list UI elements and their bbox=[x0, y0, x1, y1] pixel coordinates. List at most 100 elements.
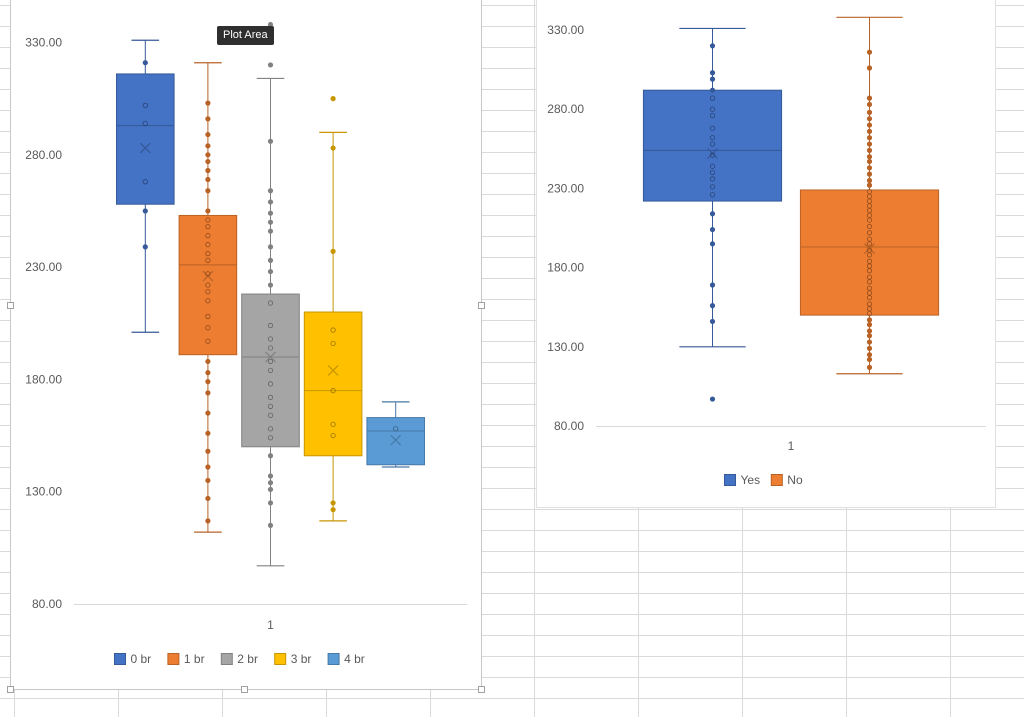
box-4-br bbox=[366, 401, 425, 468]
data-point bbox=[866, 177, 873, 184]
data-point bbox=[205, 410, 211, 416]
data-point bbox=[866, 241, 873, 247]
data-point bbox=[709, 112, 716, 119]
data-point bbox=[205, 271, 211, 277]
legend-label: 0 br bbox=[131, 652, 152, 666]
data-point bbox=[205, 464, 211, 470]
data-point bbox=[205, 313, 211, 320]
data-point bbox=[709, 282, 716, 288]
data-point bbox=[205, 448, 211, 454]
resize-handle-right[interactable] bbox=[478, 302, 485, 309]
box-body bbox=[303, 311, 363, 457]
data-point bbox=[205, 298, 211, 304]
data-point bbox=[205, 131, 211, 138]
box-1-br bbox=[178, 62, 238, 533]
data-point bbox=[205, 518, 211, 524]
data-point bbox=[267, 188, 274, 194]
data-point bbox=[205, 143, 211, 149]
data-point bbox=[267, 367, 274, 374]
legend-item-no: No bbox=[770, 473, 803, 487]
data-point bbox=[267, 219, 274, 225]
data-point bbox=[866, 364, 873, 370]
plot-area-tooltip: Plot Area bbox=[217, 26, 274, 45]
data-point bbox=[330, 432, 336, 439]
data-point bbox=[142, 244, 148, 250]
resize-handle-bottom-left[interactable] bbox=[7, 686, 14, 693]
data-point bbox=[330, 96, 336, 102]
data-point bbox=[709, 211, 716, 217]
data-point bbox=[205, 379, 211, 385]
data-point bbox=[205, 176, 211, 183]
legend-label: 1 br bbox=[184, 652, 205, 666]
data-point bbox=[267, 300, 274, 306]
data-point bbox=[267, 453, 274, 459]
data-point bbox=[142, 208, 148, 214]
resize-handle-left[interactable] bbox=[7, 302, 14, 309]
data-point bbox=[709, 303, 716, 309]
legend-label: No bbox=[787, 473, 803, 487]
data-point bbox=[205, 100, 211, 106]
legend-item-3-br: 3 br bbox=[274, 652, 311, 666]
y-tick-label: 180.00 bbox=[547, 261, 584, 275]
y-tick-label: 130.00 bbox=[547, 340, 584, 354]
y-tick-label: 180.00 bbox=[25, 372, 62, 386]
data-point bbox=[267, 381, 274, 387]
data-point bbox=[709, 163, 716, 169]
legend-item-4-br: 4 br bbox=[327, 652, 365, 666]
box-2-br bbox=[241, 21, 300, 567]
data-point bbox=[267, 426, 274, 432]
data-point bbox=[267, 282, 274, 288]
data-point bbox=[267, 486, 274, 493]
data-point bbox=[866, 345, 873, 351]
data-point bbox=[866, 135, 873, 141]
box-body bbox=[366, 417, 425, 466]
y-tick-label: 280.00 bbox=[25, 148, 62, 162]
data-point bbox=[866, 279, 873, 285]
data-point bbox=[709, 141, 716, 147]
data-point bbox=[205, 217, 211, 223]
data-point bbox=[267, 522, 274, 528]
data-point bbox=[267, 336, 274, 342]
legend-swatch bbox=[724, 474, 736, 486]
x-category-label: 1 bbox=[788, 439, 795, 453]
mean-marker bbox=[390, 434, 402, 446]
data-point bbox=[866, 109, 873, 115]
resize-handle-bottom-right[interactable] bbox=[478, 686, 485, 693]
y-tick-label: 330.00 bbox=[25, 36, 62, 50]
y-tick-label: 130.00 bbox=[25, 485, 62, 499]
data-point bbox=[709, 241, 716, 247]
data-point bbox=[330, 340, 336, 347]
data-point bbox=[267, 412, 274, 418]
data-point bbox=[709, 184, 716, 190]
data-point bbox=[267, 62, 274, 68]
data-point bbox=[205, 208, 211, 214]
data-point bbox=[330, 507, 336, 513]
legend-swatch bbox=[220, 653, 233, 665]
legend-item-0-br: 0 br bbox=[114, 652, 152, 666]
y-tick-label: 280.00 bbox=[547, 102, 584, 116]
mean-marker bbox=[139, 142, 151, 154]
data-point bbox=[866, 147, 873, 153]
data-point bbox=[866, 182, 873, 188]
data-point bbox=[866, 252, 873, 258]
data-point bbox=[866, 310, 873, 317]
resize-handle-bottom[interactable] bbox=[241, 686, 248, 693]
legend-swatch bbox=[274, 653, 287, 665]
data-point bbox=[709, 169, 716, 176]
mean-marker bbox=[707, 148, 718, 159]
data-point bbox=[866, 317, 873, 323]
box-no bbox=[799, 16, 940, 375]
data-point bbox=[866, 122, 873, 128]
data-point bbox=[866, 322, 873, 328]
mean-marker bbox=[864, 243, 875, 255]
data-point bbox=[709, 106, 716, 112]
data-point bbox=[267, 394, 274, 400]
y-tick-label: 230.00 bbox=[547, 181, 584, 195]
data-point bbox=[205, 282, 211, 288]
legend-swatch bbox=[114, 653, 126, 665]
data-point bbox=[330, 145, 336, 151]
data-point bbox=[267, 500, 274, 506]
data-point bbox=[866, 223, 873, 230]
